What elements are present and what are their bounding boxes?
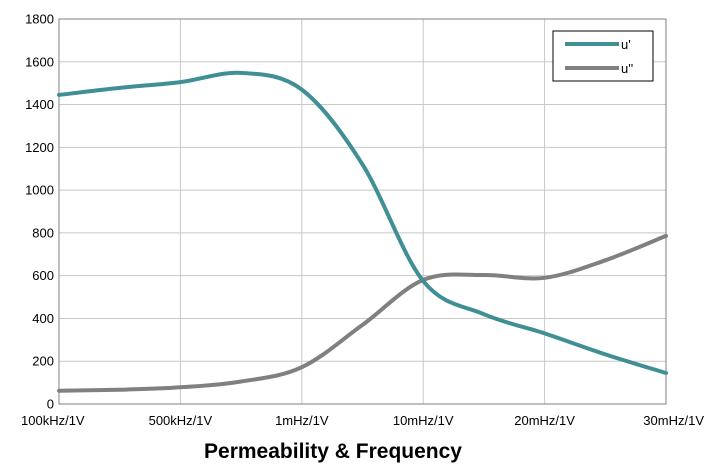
- y-tick-label: 0: [47, 397, 54, 412]
- series-line-u-double-prime: [57, 233, 668, 393]
- legend-label-u-double-prime: u'': [621, 61, 633, 76]
- y-tick-label: 400: [32, 311, 54, 326]
- y-axis-tick-labels: 0 200 400 600 800 1000 1200 1400 1600 1800: [25, 12, 54, 412]
- y-tick-label: 600: [32, 268, 54, 283]
- series-lines: [57, 70, 668, 393]
- x-tick-label: 20mHz/1V: [514, 413, 575, 428]
- x-tick-label: 10mHz/1V: [393, 413, 454, 428]
- y-tick-label: 200: [32, 354, 54, 369]
- x-tick-label: 1mHz/1V: [275, 413, 329, 428]
- y-tick-label: 1200: [25, 140, 54, 155]
- chart-title: Permeability & Frequency: [204, 440, 462, 463]
- plot-area: [58, 18, 667, 405]
- y-tick-label: 1800: [25, 12, 54, 27]
- y-tick-label: 1000: [25, 183, 54, 198]
- permeability-chart: 0 200 400 600 800 1000 1200 1400 1600 1800 100kHz…: [21, 12, 704, 429]
- y-tick-label: 1400: [25, 97, 54, 112]
- x-tick-label: 500kHz/1V: [149, 413, 213, 428]
- x-axis-tick-labels: 100kHz/1V 500kHz/1V 1mHz/1V 10mHz/1V 20mHz/1…: [21, 413, 704, 428]
- legend-box: [552, 30, 654, 82]
- x-tick-label: 30mHz/1V: [643, 413, 704, 428]
- x-tick-label: 100kHz/1V: [21, 413, 85, 428]
- legend-label-u-prime: u': [621, 37, 631, 52]
- horizontal-gridlines: [59, 18, 666, 405]
- series-line-u-prime: [57, 70, 668, 375]
- y-tick-label: 1600: [25, 54, 54, 69]
- legend: u' u'': [552, 30, 654, 82]
- y-tick-label: 800: [32, 225, 54, 240]
